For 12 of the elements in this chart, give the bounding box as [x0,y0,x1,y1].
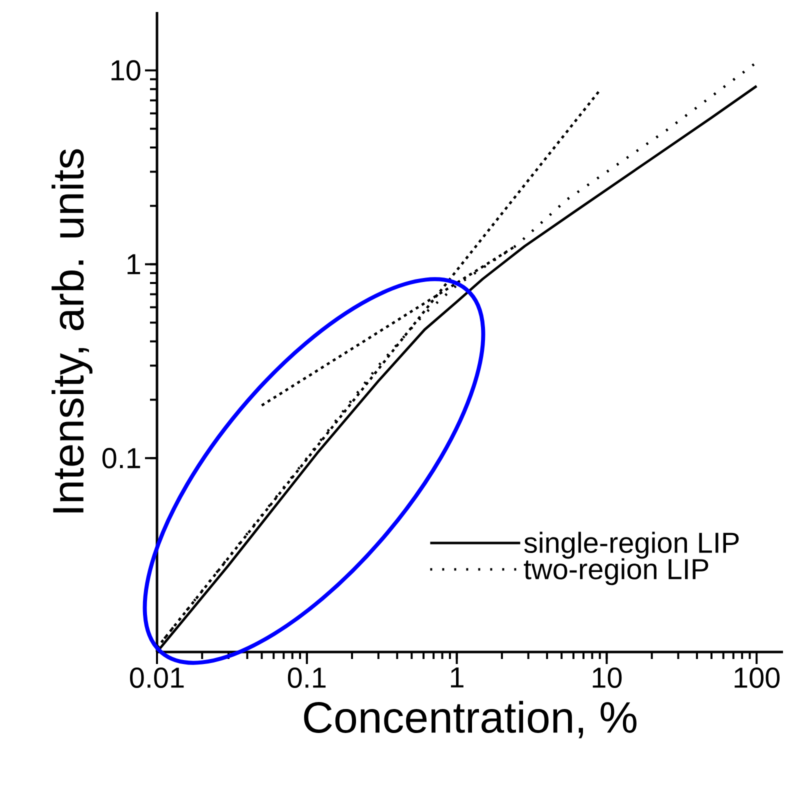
y-tick-label: 0.1 [102,448,140,468]
x-axis-title: Concentration, % [304,700,636,738]
x-tick-label: 0.1 [288,667,326,688]
x-tick-label: 0.01 [130,667,184,688]
x-tick-label: 100 [734,667,780,688]
y-axis-title: Intensity, arb. units [52,149,92,512]
y-tick-label: 10 [112,60,140,81]
x-tick-label: 1 [450,667,464,688]
legend-label: single-region LIP [524,532,739,559]
y-tick-label: 1 [128,254,140,274]
x-tick-label: 10 [592,667,622,688]
legend-label: two-region LIP [524,558,708,586]
